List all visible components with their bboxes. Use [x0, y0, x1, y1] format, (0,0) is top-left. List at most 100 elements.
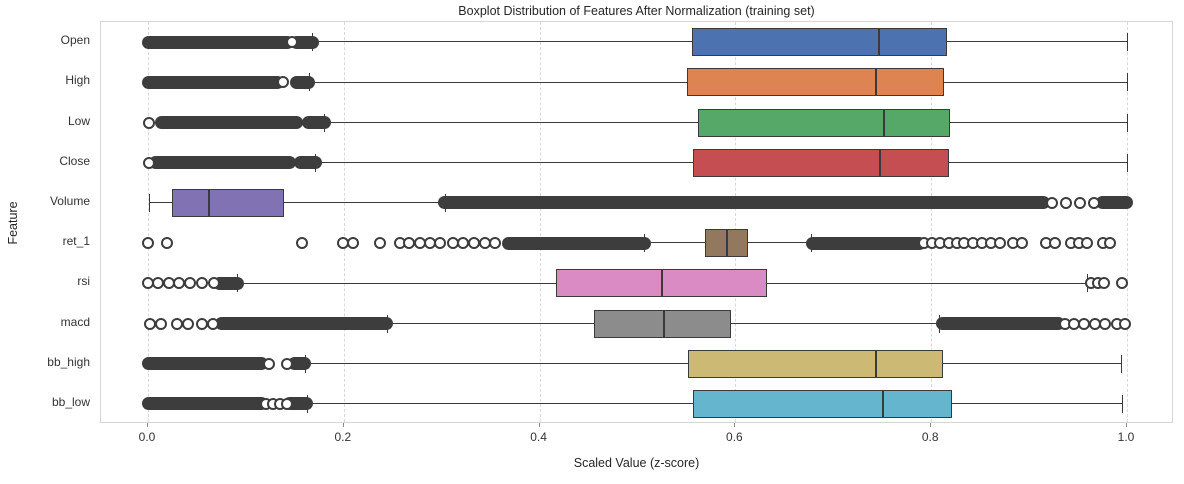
outlier-dot	[488, 237, 501, 250]
whisker-right	[943, 81, 1127, 83]
outlier-dot	[142, 116, 155, 129]
median-line	[882, 389, 885, 418]
y-tick-label: rsi	[77, 274, 90, 289]
boxplot-row-rsi	[101, 22, 1172, 424]
outlier-dot	[1045, 196, 1058, 209]
x-tick-mark	[734, 423, 736, 427]
gridline	[735, 22, 737, 422]
box	[172, 188, 285, 217]
x-tick-label: 1.0	[1117, 430, 1135, 444]
y-tick-label: ret_1	[62, 234, 90, 249]
outlier-dot	[433, 237, 446, 250]
outlier-dot	[1080, 237, 1093, 250]
outlier-band	[155, 116, 304, 129]
outlier-dot	[160, 237, 173, 250]
outlier-band	[141, 35, 294, 49]
outlier-band	[302, 116, 331, 129]
median-line	[883, 108, 886, 137]
box	[594, 309, 731, 338]
x-tick-label: 0.0	[138, 430, 156, 444]
median-line	[879, 148, 882, 177]
outlier-band	[141, 357, 269, 371]
box	[688, 349, 943, 378]
gridline	[1127, 22, 1128, 422]
outlier-dot	[346, 237, 359, 250]
outlier-dot	[295, 237, 308, 250]
box	[693, 148, 949, 177]
whisker-cap-low	[148, 193, 150, 212]
whisker-left	[148, 202, 173, 204]
whisker-cap-high	[1127, 113, 1128, 132]
x-tick-label: 0.2	[334, 430, 352, 444]
whisker-right	[284, 202, 445, 204]
boxplot-row-Low	[101, 22, 1172, 424]
whisker-cap-high	[1127, 33, 1128, 52]
box	[687, 68, 944, 97]
outlier-dot	[277, 76, 290, 89]
outlier-band	[212, 276, 244, 290]
whisker-left	[324, 121, 699, 123]
outlier-dot	[281, 397, 294, 410]
outlier-dot	[993, 237, 1006, 250]
whisker-right	[946, 41, 1127, 43]
boxplot-row-macd	[101, 22, 1172, 424]
outlier-dot	[182, 317, 195, 330]
outlier-dot	[1098, 277, 1111, 290]
boxplot-row-bb_high	[101, 22, 1172, 424]
x-tick-mark	[930, 423, 932, 427]
y-tick-label: Open	[60, 33, 90, 48]
median-line	[207, 188, 210, 217]
plot-area	[100, 21, 1173, 423]
outlier-dot	[285, 36, 298, 49]
boxplot-row-Volume	[101, 22, 1172, 424]
box	[693, 389, 952, 418]
y-tick-label: Close	[59, 153, 90, 168]
chart-title: Boxplot Distribution of Features After N…	[458, 4, 815, 18]
whisker-left	[306, 403, 694, 405]
whisker-cap-high	[1122, 394, 1124, 413]
whisker-left	[644, 242, 706, 244]
whisker-left	[304, 362, 689, 364]
median-line	[662, 309, 665, 338]
gridline	[539, 22, 541, 422]
whisker-right	[942, 362, 1122, 364]
outlier-dot	[142, 237, 154, 250]
x-axis-label: Scaled Value (z-score)	[573, 456, 700, 470]
median-line	[660, 269, 663, 298]
outlier-dot	[1048, 237, 1061, 250]
outlier-dot	[281, 357, 294, 370]
median-line	[875, 349, 878, 378]
whisker-left	[308, 81, 688, 83]
outlier-dot	[142, 156, 155, 169]
gridline	[148, 22, 149, 422]
whisker-right	[951, 403, 1123, 405]
whisker-left	[315, 161, 694, 163]
box	[698, 108, 950, 137]
whisker-cap-high	[1127, 73, 1128, 92]
x-tick-label: 0.6	[726, 430, 743, 444]
whisker-right	[949, 121, 1127, 123]
outlier-band	[214, 317, 394, 330]
median-line	[878, 28, 881, 57]
x-tick-mark	[1126, 423, 1127, 427]
outlier-dot	[184, 277, 197, 290]
outlier-band	[501, 236, 651, 250]
boxplot-row-bb_low	[101, 22, 1172, 424]
outlier-dot	[154, 317, 167, 330]
gridline	[931, 22, 933, 422]
whisker-cap-high	[1127, 153, 1128, 172]
boxplot-row-Open	[101, 22, 1172, 424]
median-line	[725, 229, 728, 258]
outlier-band	[288, 357, 312, 371]
whisker-right	[748, 242, 811, 244]
outlier-band	[149, 156, 297, 170]
box	[692, 28, 947, 57]
whisker-cap-high	[1121, 354, 1123, 373]
x-tick-mark	[147, 423, 148, 427]
y-axis-label: Feature	[6, 201, 20, 245]
outlier-dot	[195, 277, 208, 290]
outlier-dot	[207, 277, 220, 290]
boxplot-row-High	[101, 22, 1172, 424]
y-tick-label: High	[65, 73, 90, 88]
